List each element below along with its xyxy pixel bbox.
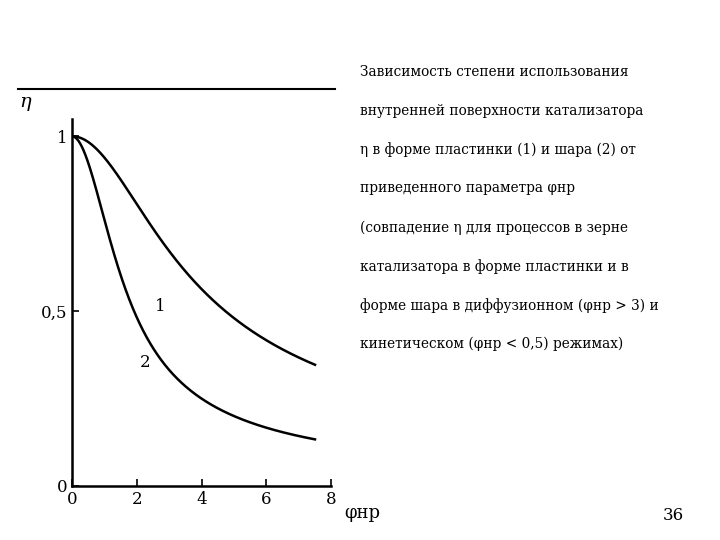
Text: 36: 36 (663, 507, 684, 524)
Text: (совпадение η для процессов в зерне: (совпадение η для процессов в зерне (360, 220, 628, 235)
Text: форме шара в диффузионном (φнр > 3) и: форме шара в диффузионном (φнр > 3) и (360, 298, 659, 313)
Text: Зависимость степени использования: Зависимость степени использования (360, 65, 629, 79)
Text: приведенного параметра φнр: приведенного параметра φнр (360, 181, 575, 195)
Text: 1: 1 (155, 298, 166, 315)
Text: 2: 2 (140, 354, 150, 371)
Text: η в форме пластинки (1) и шара (2) от: η в форме пластинки (1) и шара (2) от (360, 143, 636, 158)
Text: внутренней поверхности катализатора: внутренней поверхности катализатора (360, 104, 644, 118)
Text: катализатора в форме пластинки и в: катализатора в форме пластинки и в (360, 259, 629, 274)
Text: η: η (19, 93, 31, 111)
Text: кинетическом (φнр < 0,5) режимах): кинетическом (φнр < 0,5) режимах) (360, 337, 624, 352)
Text: φнр: φнр (344, 504, 380, 522)
